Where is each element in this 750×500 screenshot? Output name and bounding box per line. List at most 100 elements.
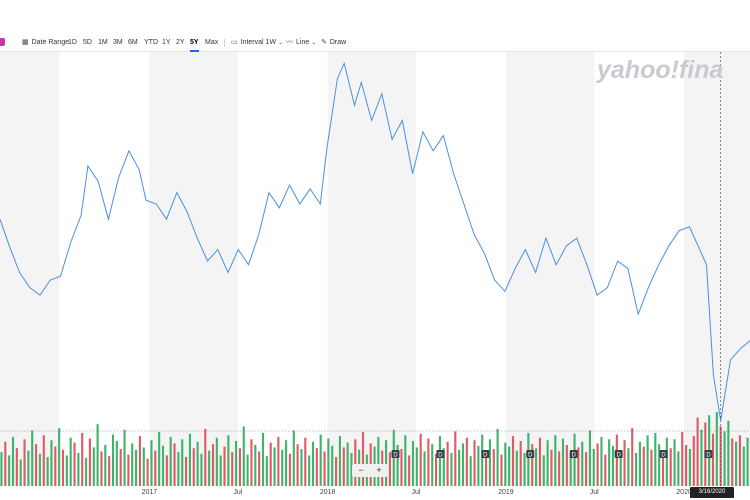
volume-bar bbox=[523, 453, 526, 486]
dividend-marker[interactable]: D bbox=[614, 450, 623, 459]
volume-bar bbox=[327, 438, 330, 486]
volume-bar bbox=[46, 457, 49, 486]
range-1m[interactable]: 1M bbox=[98, 39, 108, 46]
chevron-down-icon: ⌄ bbox=[278, 40, 284, 46]
range-ytd[interactable]: YTD bbox=[144, 39, 158, 46]
volume-bar bbox=[427, 438, 430, 486]
volume-bar bbox=[19, 459, 22, 486]
volume-bar bbox=[4, 441, 7, 486]
volume-bar bbox=[423, 451, 426, 486]
volume-bar bbox=[450, 453, 453, 486]
volume-bar bbox=[81, 432, 84, 486]
volume-bar bbox=[265, 456, 268, 486]
chart-type-dropdown[interactable]: 〰 Line ⌄ bbox=[286, 39, 317, 46]
range-1d[interactable]: 1D bbox=[68, 39, 77, 46]
chart-toolbar: ▦ Date Range 1D 5D 1M 3M 6M YTD 1Y 2Y 5Y … bbox=[0, 33, 750, 52]
dividend-marker[interactable]: D bbox=[481, 450, 490, 459]
volume-bar bbox=[623, 440, 626, 486]
volume-bar bbox=[323, 451, 326, 486]
dividend-marker[interactable]: D bbox=[436, 450, 445, 459]
zoom-in-button[interactable]: + bbox=[376, 465, 382, 475]
volume-bar bbox=[11, 436, 15, 486]
volume-bar bbox=[408, 455, 411, 486]
range-max[interactable]: Max bbox=[205, 39, 219, 46]
price-series-line bbox=[0, 61, 750, 421]
dividend-marker[interactable]: D bbox=[659, 450, 668, 459]
volume-bar bbox=[138, 436, 141, 486]
yahoo-finance-watermark: yahoo!fina bbox=[597, 56, 724, 84]
volume-bar bbox=[177, 452, 180, 486]
dividend-marker[interactable]: D bbox=[569, 450, 578, 459]
volume-bar bbox=[588, 430, 591, 486]
dividend-marker[interactable]: D bbox=[526, 450, 535, 459]
volume-bar bbox=[596, 443, 599, 486]
volume-bar bbox=[158, 432, 161, 486]
volume-bar bbox=[511, 436, 515, 486]
volume-bar bbox=[204, 428, 207, 486]
volume-bar bbox=[442, 448, 445, 486]
volume-bar bbox=[200, 453, 203, 486]
range-2y[interactable]: 2Y bbox=[176, 39, 185, 46]
date-range-button[interactable]: ▦ Date Range bbox=[22, 39, 69, 46]
volume-bar bbox=[92, 447, 95, 486]
symbol-chip-icon[interactable] bbox=[0, 38, 5, 46]
volume-bar bbox=[519, 441, 522, 486]
range-3m[interactable]: 3M bbox=[113, 39, 123, 46]
volume-bar bbox=[642, 446, 645, 486]
volume-bar bbox=[292, 430, 295, 486]
volume-bar bbox=[15, 448, 18, 486]
dividend-marker-label: D bbox=[616, 453, 621, 459]
volume-bar bbox=[50, 440, 53, 486]
volume-bar bbox=[246, 454, 249, 486]
volume-bar bbox=[96, 424, 99, 486]
volume-bar bbox=[281, 449, 284, 486]
volume-bar bbox=[119, 449, 122, 486]
zoom-controls: − + bbox=[352, 464, 388, 477]
volume-bar bbox=[581, 441, 584, 486]
volume-bar bbox=[54, 446, 57, 486]
range-6m[interactable]: 6M bbox=[128, 39, 138, 46]
volume-bar bbox=[515, 450, 518, 486]
dividend-marker[interactable]: D bbox=[704, 450, 713, 459]
volume-bar bbox=[123, 429, 126, 486]
dividend-marker-label: D bbox=[661, 453, 666, 459]
volume-bar bbox=[338, 436, 341, 486]
calendar-icon: ▦ bbox=[22, 39, 29, 46]
volume-bar bbox=[115, 441, 118, 486]
volume-bar bbox=[227, 435, 230, 486]
volume-bar bbox=[308, 455, 311, 486]
volume-bar bbox=[85, 457, 88, 486]
volume-bar bbox=[108, 456, 111, 486]
interval-dropdown[interactable]: ▭ Interval 1W ⌄ bbox=[231, 39, 284, 46]
volume-bar bbox=[0, 452, 3, 486]
volume-bar bbox=[100, 451, 103, 486]
range-5y[interactable]: 5Y bbox=[190, 39, 199, 52]
dividend-marker-label: D bbox=[483, 453, 488, 459]
zoom-out-button[interactable]: − bbox=[358, 465, 364, 475]
volume-bar bbox=[188, 433, 191, 486]
volume-bar bbox=[223, 446, 226, 486]
x-tick-label: 2018 bbox=[320, 489, 336, 496]
draw-button[interactable]: ✎ Draw bbox=[321, 39, 347, 46]
volume-bar bbox=[592, 449, 595, 486]
x-tick-label: 2017 bbox=[142, 489, 158, 496]
dividend-marker[interactable]: D bbox=[391, 450, 400, 459]
volume-bar bbox=[23, 439, 26, 486]
volume-bar bbox=[542, 455, 545, 486]
volume-bar bbox=[404, 435, 407, 486]
volume-bar bbox=[538, 437, 541, 486]
volume-bar bbox=[608, 439, 611, 486]
volume-bar bbox=[388, 452, 391, 486]
volume-bar bbox=[600, 436, 603, 486]
range-5d[interactable]: 5D bbox=[83, 39, 92, 46]
interval-icon: ▭ bbox=[231, 39, 238, 46]
volume-bar bbox=[492, 449, 495, 486]
volume-bar bbox=[173, 443, 176, 486]
volume-bar bbox=[104, 445, 107, 486]
volume-bar bbox=[296, 444, 299, 486]
volume-bar bbox=[346, 442, 349, 486]
time-band bbox=[505, 52, 595, 486]
range-1y[interactable]: 1Y bbox=[162, 39, 171, 46]
